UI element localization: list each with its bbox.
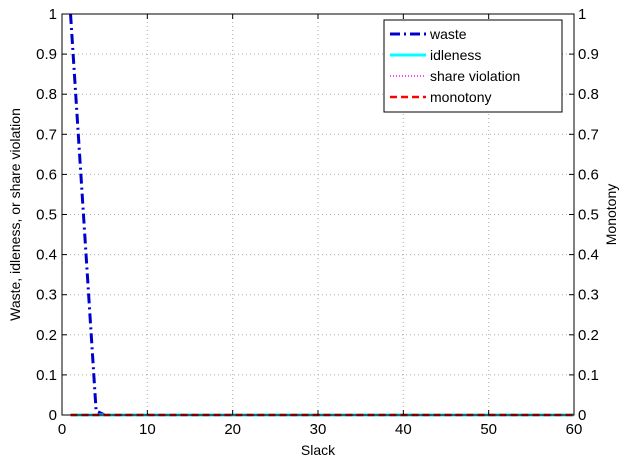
legend-label: waste — [429, 26, 467, 42]
x-axis-label: Slack — [301, 442, 336, 458]
legend-label: share violation — [430, 68, 520, 84]
y-tick-label-right: 0.7 — [578, 126, 599, 143]
y-tick-label-right: 0.9 — [578, 46, 599, 63]
y-tick-label-right: 0.8 — [578, 86, 599, 103]
x-tick-label: 20 — [224, 421, 241, 438]
axis-ticks: 0 10 20 30 40 50 600 00.1 0.10.2 0.20.3 0.30.4 0.40… — [36, 6, 599, 438]
y-tick-label-right: 0.3 — [578, 287, 599, 304]
x-tick-label: 30 — [310, 421, 327, 438]
y-tick-label-right: 0.2 — [578, 327, 599, 344]
x-tick-label: 60 — [566, 421, 583, 438]
y-tick-label-right: 0.1 — [578, 367, 599, 384]
y-tick-label-right: 0.6 — [578, 166, 599, 183]
y-tick-label-left: 0 — [49, 407, 57, 424]
y-tick-label-left: 0.4 — [36, 247, 57, 264]
y-tick-label-left: 0.6 — [36, 166, 57, 183]
x-tick-label: 0 — [58, 421, 66, 438]
x-tick-label: 10 — [139, 421, 156, 438]
x-tick-label: 50 — [480, 421, 497, 438]
y-tick-label-left: 0.8 — [36, 86, 57, 103]
y-axis-label-right: Monotony — [603, 184, 619, 245]
y-tick-label-left: 0.1 — [36, 367, 57, 384]
legend: waste idleness share violation monotony — [383, 19, 563, 113]
y-tick-label-left: 0.3 — [36, 287, 57, 304]
y-tick-label-right: 0.5 — [578, 207, 599, 224]
y-tick-label-left: 0.2 — [36, 327, 57, 344]
y-tick-label-right: 0.4 — [578, 247, 599, 264]
y-tick-label-right: 1 — [578, 6, 586, 23]
y-tick-label-left: 1 — [49, 6, 57, 23]
y-axis-label-left: Waste, idleness, or share violation — [7, 108, 23, 321]
y-tick-label-right: 0 — [578, 407, 586, 424]
legend-label: monotony — [430, 89, 491, 105]
y-tick-label-left: 0.7 — [36, 126, 57, 143]
x-tick-label: 40 — [395, 421, 412, 438]
y-tick-label-left: 0.5 — [36, 207, 57, 224]
y-tick-label-left: 0.9 — [36, 46, 57, 63]
grid-lines — [62, 14, 574, 415]
legend-label: idleness — [430, 47, 481, 63]
